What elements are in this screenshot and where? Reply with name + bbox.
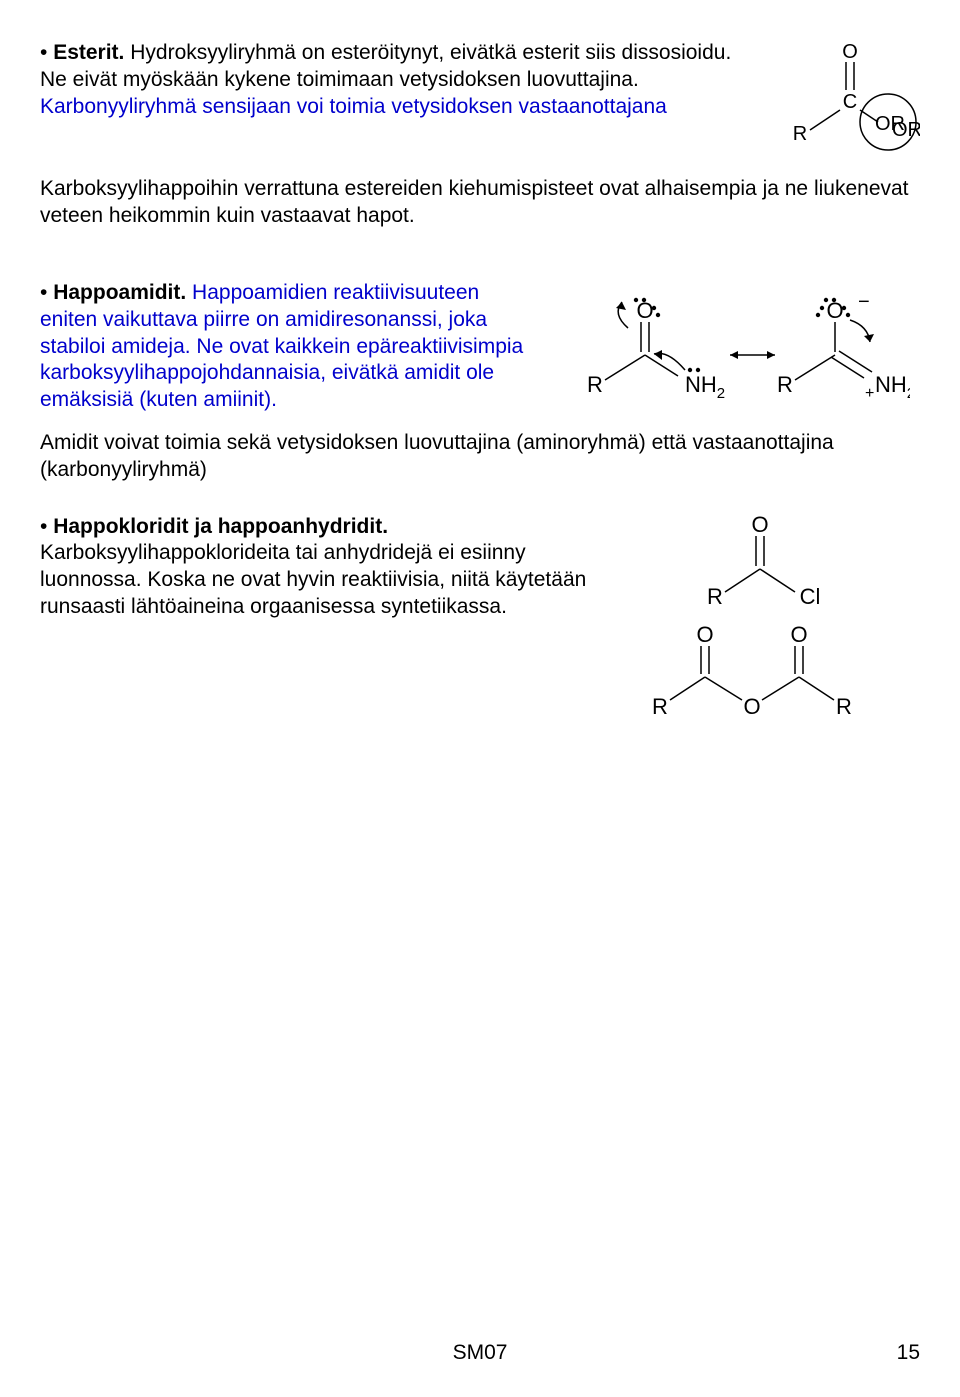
happokloridit-text: • Happokloridit ja happoanhydridit. Karb… <box>40 514 600 632</box>
happoamidit-text: • Happoamidit. Happoamidien reaktiivisuu… <box>40 280 530 424</box>
page-number: 15 <box>897 1340 920 1367</box>
bullet: • <box>40 41 53 64</box>
svg-text:R: R <box>587 372 603 397</box>
bullet: • <box>40 281 53 304</box>
esterit-t1a: Hydroksyyliryhmä on esteröitynyt, eivätk… <box>40 41 731 91</box>
heading-esterit: Esterit. <box>53 41 124 64</box>
happoamidit-t2: Amidit voivat toimia sekä vetysidoksen l… <box>40 430 920 484</box>
heading-happoamidit: Happoamidit. <box>53 281 186 304</box>
svg-text:Cl: Cl <box>800 584 821 609</box>
svg-text:O: O <box>790 622 807 647</box>
svg-text:O: O <box>751 514 768 537</box>
amide-diagram: O R NH2 O − <box>550 280 910 430</box>
happokloridit-t1: Karboksyylihappoklorideita tai anhydride… <box>40 541 586 618</box>
section-esterit: • Esterit. Hydroksyyliryhmä on esteröity… <box>40 40 920 170</box>
heading-happokloridit: Happokloridit ja happoanhydridit. <box>53 515 388 538</box>
svg-text:NH2: NH2 <box>875 372 910 402</box>
svg-text:+: + <box>865 385 874 402</box>
svg-text:R: R <box>836 694 852 719</box>
svg-text:OR: OR <box>875 113 905 135</box>
bullet: • <box>40 515 53 538</box>
esterit-text: • Esterit. Hydroksyyliryhmä on esteröity… <box>40 40 750 131</box>
ester-diagram: O C R OR OR <box>770 40 920 170</box>
section-happoamidit: • Happoamidit. Happoamidien reaktiivisuu… <box>40 280 920 430</box>
svg-text:O: O <box>842 41 858 63</box>
svg-text:O: O <box>743 694 760 719</box>
chloride-anhydride-diagram: O R Cl O R O O R <box>620 514 880 744</box>
svg-text:C: C <box>843 91 857 113</box>
svg-text:R: R <box>777 372 793 397</box>
svg-text:O: O <box>696 622 713 647</box>
svg-text:R: R <box>793 123 807 145</box>
svg-text:R: R <box>652 694 668 719</box>
svg-text:NH2: NH2 <box>685 372 725 402</box>
section-happokloridit: • Happokloridit ja happoanhydridit. Karb… <box>40 514 920 744</box>
footer-code: SM07 <box>0 1340 960 1367</box>
svg-text:−: − <box>858 291 870 313</box>
esterit-t3: Karboksyylihappoihin verrattuna estereid… <box>40 176 920 230</box>
esterit-t1b: Karbonyyliryhmä sensijaan voi toimia vet… <box>40 95 667 118</box>
svg-text:R: R <box>707 584 723 609</box>
